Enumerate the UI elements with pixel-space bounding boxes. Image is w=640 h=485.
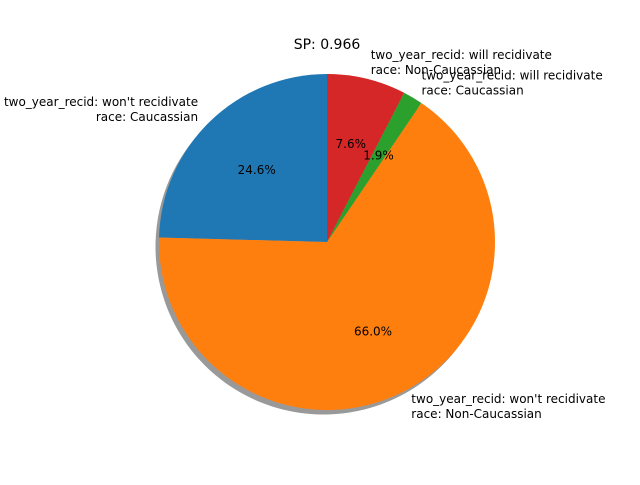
slice-label-layer: two_year_recid: won't recidivate race: Ca… — [4, 48, 606, 421]
slice-layer — [158, 74, 495, 410]
slice-label-line: race: Non-Caucassian — [371, 63, 501, 77]
pie-slice — [327, 92, 422, 243]
slice-label: two_year_recid: will recidivate race: Non… — [371, 48, 552, 77]
slice-label: two_year_recid: won't recidivate race: No… — [411, 392, 605, 421]
pct-label-layer: 24.6% 66.0% 1.9%7.6% — [238, 137, 394, 339]
slice-label-line: two_year_recid: will recidivate — [422, 69, 603, 83]
slice-label-line: two_year_recid: won't recidivate — [4, 95, 198, 109]
pie-slice — [327, 74, 405, 242]
slice-label-line: race: Caucassian — [422, 84, 524, 98]
slice-percent-label: 1.9% — [363, 148, 394, 162]
pie-slice — [159, 74, 327, 242]
slice-label-line: race: Caucassian — [96, 110, 198, 124]
chart-title: SP: 0.966 — [294, 37, 361, 53]
pie-slice — [158, 102, 495, 410]
slice-percent-label: 7.6% — [336, 137, 367, 151]
slice-label-line: two_year_recid: will recidivate — [371, 48, 552, 62]
slice-label-line: two_year_recid: won't recidivate — [411, 392, 605, 406]
slice-label: two_year_recid: won't recidivate race: Ca… — [4, 95, 198, 124]
slice-label: two_year_recid: will recidivate race: Cau… — [422, 69, 603, 98]
slice-label-line: race: Non-Caucassian — [411, 407, 541, 421]
slice-percent-label: 24.6% — [238, 163, 276, 177]
slice-percent-label: 66.0% — [354, 325, 392, 339]
